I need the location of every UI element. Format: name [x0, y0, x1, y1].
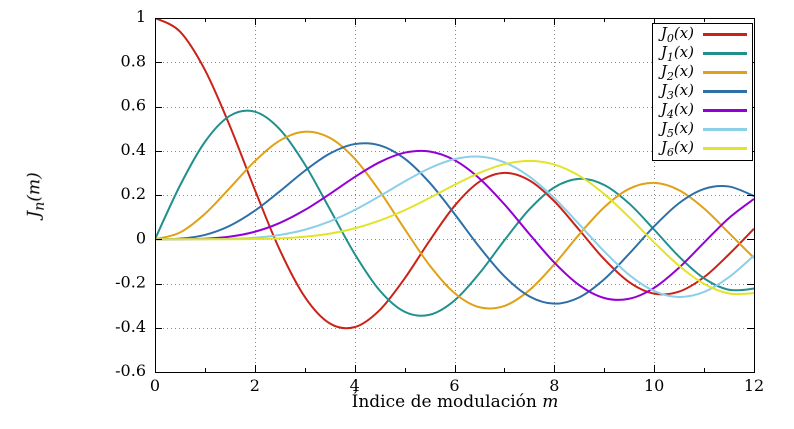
- legend-label: J1(x): [660, 43, 694, 64]
- legend: J0(x) J1(x) J2(x) J3(x) J4(x) J5(x) J6(x…: [651, 23, 753, 161]
- legend-label: J2(x): [660, 62, 694, 83]
- legend-label: J5(x): [660, 119, 694, 140]
- legend-item: J6(x): [660, 138, 747, 159]
- legend-item: J3(x): [660, 81, 747, 102]
- legend-line-sample: [703, 90, 747, 93]
- legend-line-sample: [703, 52, 747, 55]
- legend-label: J3(x): [660, 81, 694, 102]
- x-axis-label: Índice de modulación m: [351, 392, 559, 412]
- y-axis-label: Jn(m): [24, 172, 48, 218]
- legend-item: J2(x): [660, 62, 747, 83]
- legend-line-sample: [703, 128, 747, 131]
- legend-line-sample: [703, 147, 747, 150]
- legend-item: J5(x): [660, 119, 747, 140]
- legend-line-sample: [703, 109, 747, 112]
- legend-line-sample: [703, 71, 747, 74]
- legend-item: J0(x): [660, 24, 747, 45]
- legend-item: J1(x): [660, 43, 747, 64]
- legend-label: J6(x): [660, 138, 694, 159]
- legend-item: J4(x): [660, 100, 747, 121]
- legend-label: J0(x): [660, 24, 694, 45]
- legend-label: J4(x): [660, 100, 694, 121]
- legend-line-sample: [703, 33, 747, 36]
